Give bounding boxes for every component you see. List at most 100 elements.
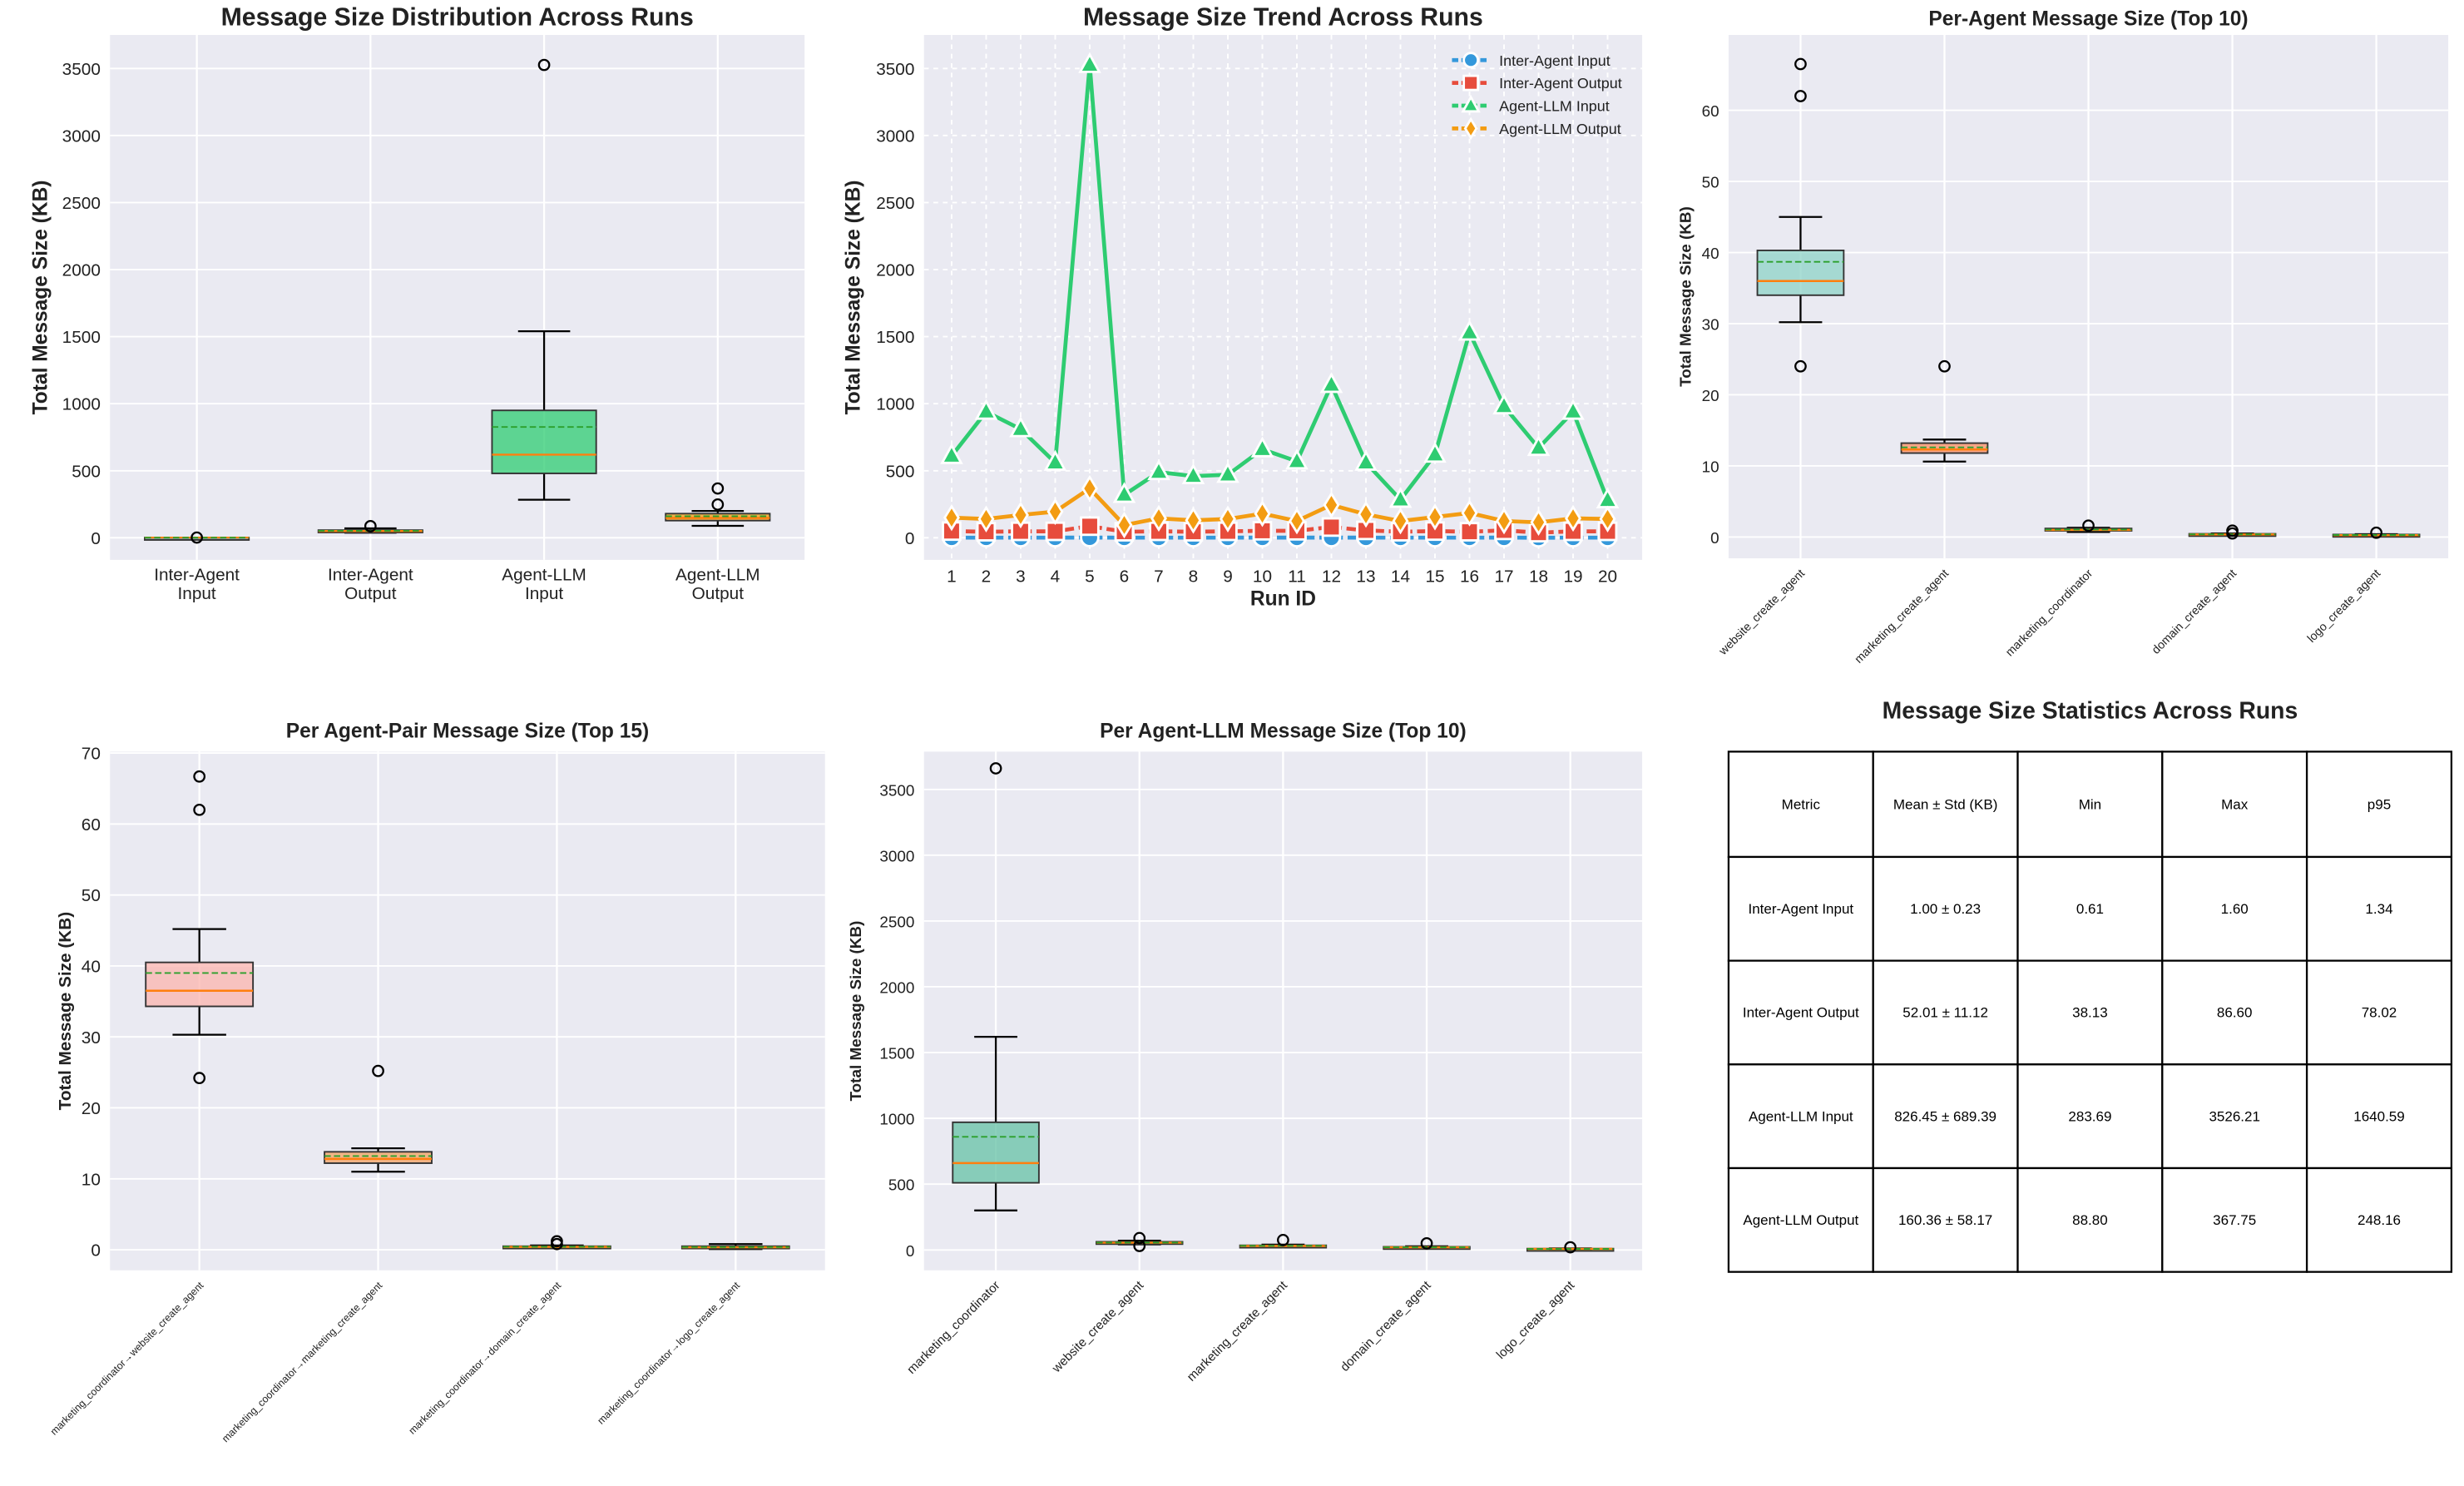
table-cell xyxy=(2161,750,2308,859)
triangle-marker xyxy=(1181,463,1205,484)
y-tick-label: 500 xyxy=(886,462,915,481)
table-cell xyxy=(2161,855,2308,962)
y-tick-label: 50 xyxy=(82,886,101,905)
triangle-marker xyxy=(1492,393,1516,415)
y-tick-label: 30 xyxy=(82,1028,101,1048)
outlier-point xyxy=(989,762,1002,775)
y-tick-label: 2500 xyxy=(879,914,914,931)
series-line xyxy=(950,64,1610,503)
outlier-point xyxy=(711,482,725,495)
outlier-point xyxy=(537,58,551,72)
outlier-point xyxy=(193,803,206,816)
table-cell xyxy=(2305,1063,2453,1170)
x-tick-label: Inter-Agent xyxy=(328,565,413,584)
outlier-point xyxy=(2226,527,2239,540)
x-tick-label: logo_create_agent xyxy=(1494,1278,1578,1362)
x-tick-label: marketing_coordinator→logo_create_agent xyxy=(595,1279,742,1426)
legend-label: Inter-Agent Output xyxy=(1499,75,1622,92)
triangle-marker xyxy=(1078,52,1101,73)
box-iqr xyxy=(952,1121,1040,1184)
diamond-marker xyxy=(1046,498,1064,526)
table-cell xyxy=(2161,1063,2308,1170)
box-iqr xyxy=(491,409,597,474)
legend-label: Agent-LLM Output xyxy=(1499,121,1621,137)
triangle-marker xyxy=(1285,448,1309,470)
x-tick-label: marketing_create_agent xyxy=(1185,1278,1291,1384)
y-tick-label: 0 xyxy=(91,529,101,548)
chart-title: Message Size Trend Across Runs xyxy=(1083,4,1483,32)
diamond-marker xyxy=(1012,501,1029,529)
x-tick-label: marketing_coordinator xyxy=(904,1278,1002,1376)
x-tick-label: 15 xyxy=(1425,567,1444,586)
table-value: 38.13 xyxy=(2072,1005,2108,1021)
y-axis-label: Total Message Size (KB) xyxy=(56,912,75,1110)
table-value: 78.02 xyxy=(2362,1005,2397,1021)
x-tick-label: Agent-LLM xyxy=(502,565,586,584)
table-cell xyxy=(1872,1167,2019,1273)
table-cell xyxy=(1872,855,2019,962)
diamond-marker xyxy=(1289,507,1305,535)
box-1 xyxy=(1756,57,1845,373)
x-tick-label: Agent-LLM xyxy=(675,565,760,584)
y-axis-label: Total Message Size (KB) xyxy=(848,921,865,1102)
triangle-marker xyxy=(1561,399,1585,420)
x-tick-label: 19 xyxy=(1563,567,1582,586)
diamond-marker xyxy=(1358,500,1374,528)
box-1 xyxy=(145,770,255,1085)
table-value: 1640.59 xyxy=(2353,1108,2404,1124)
y-tick-label: 0 xyxy=(906,1243,915,1261)
chart-title: Per-Agent Message Size (Top 10) xyxy=(1928,8,2248,31)
table-header: Min xyxy=(2079,796,2101,812)
diamond-marker xyxy=(1185,507,1202,534)
diamond-marker xyxy=(977,505,995,532)
table-cell xyxy=(2305,855,2453,962)
y-axis-label: Total Message Size (KB) xyxy=(30,181,52,415)
table-value: 367.75 xyxy=(2213,1212,2256,1228)
x-tick-label: marketing_coordinator xyxy=(2003,567,2095,659)
table-value: 0.61 xyxy=(2076,901,2104,917)
box-4 xyxy=(680,1243,790,1251)
y-tick-label: 2000 xyxy=(879,980,914,998)
y-tick-label: 50 xyxy=(1702,175,1719,192)
x-tick-label: 18 xyxy=(1529,567,1548,586)
outlier-point xyxy=(1420,1236,1433,1250)
y-axis-label: Total Message Size (KB) xyxy=(1678,206,1695,387)
diamond-marker xyxy=(1254,500,1271,528)
y-tick-label: 1000 xyxy=(876,395,914,414)
outlier-point xyxy=(1794,90,1807,102)
box-3 xyxy=(1239,1234,1328,1249)
triangle-marker xyxy=(1009,416,1032,438)
x-tick-label: marketing_coordinator→domain_create_agen… xyxy=(406,1279,563,1436)
y-tick-label: 10 xyxy=(1702,458,1719,476)
box-2 xyxy=(317,520,423,534)
y-tick-label: 2500 xyxy=(876,194,914,213)
y-tick-label: 500 xyxy=(72,462,101,481)
diamond-marker xyxy=(1220,505,1236,532)
x-tick-label: 7 xyxy=(1154,567,1164,586)
x-tick-label: 6 xyxy=(1120,567,1130,586)
x-tick-label: 1 xyxy=(947,567,957,586)
table-value: 1.60 xyxy=(2221,901,2249,917)
box-2 xyxy=(1095,1231,1184,1252)
chart-1: Message Size Distribution Across Runs Tot… xyxy=(30,4,805,603)
chart-title: Message Size Distribution Across Runs xyxy=(221,4,694,32)
table-header: p95 xyxy=(2368,796,2391,812)
outlier-point xyxy=(193,1072,206,1085)
series-line xyxy=(951,523,1608,535)
x-tick-label: 20 xyxy=(1598,567,1617,586)
outlier-point xyxy=(1794,57,1807,71)
box-5 xyxy=(2332,526,2421,539)
legend-label: Inter-Agent Input xyxy=(1499,52,1611,69)
x-tick-label: domain_create_agent xyxy=(1338,1278,1434,1375)
table-cell xyxy=(1727,1167,1874,1273)
table-cell xyxy=(2161,1167,2308,1273)
triangle-marker xyxy=(1112,482,1136,503)
diamond-marker xyxy=(1150,504,1167,532)
diamond-marker xyxy=(1496,507,1512,535)
x-tick-label: 5 xyxy=(1085,567,1095,586)
y-tick-label: 10 xyxy=(82,1170,101,1189)
outlier-point xyxy=(551,1237,563,1251)
outlier-point xyxy=(1133,1231,1146,1245)
table-header: Mean ± Std (KB) xyxy=(1893,796,1998,812)
box-4 xyxy=(665,482,771,528)
